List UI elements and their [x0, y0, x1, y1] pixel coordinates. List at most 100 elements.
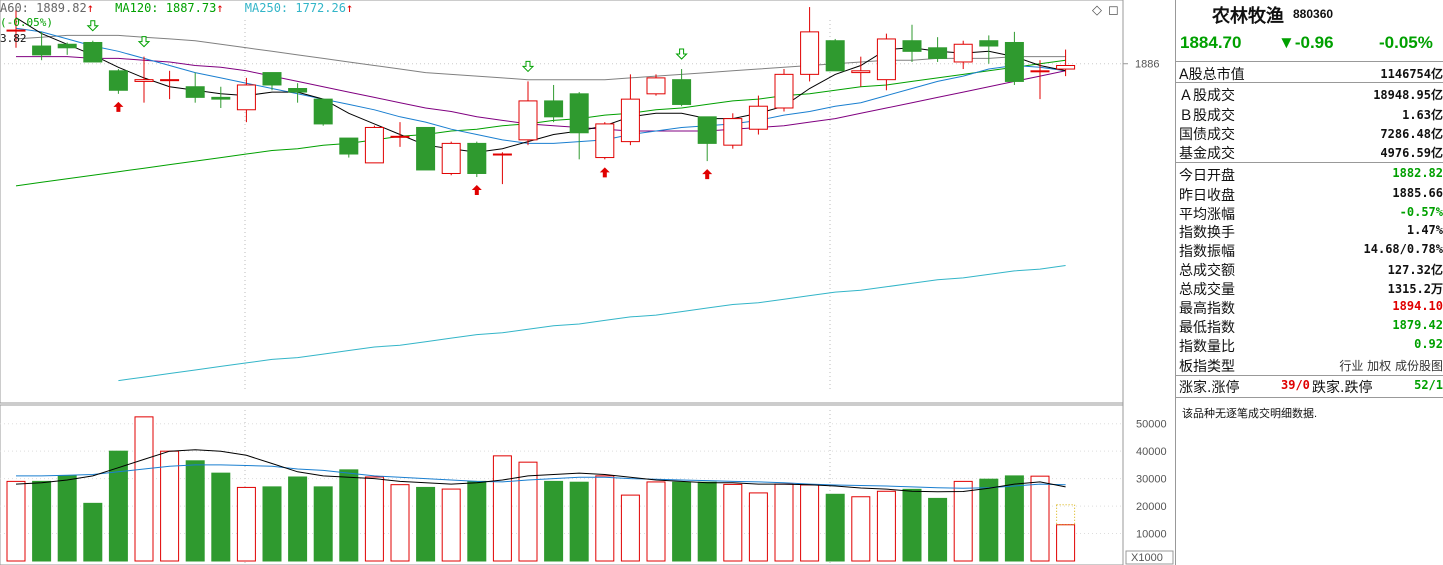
- ma60-up-arrow: ↑: [86, 1, 94, 15]
- stat-value: 7286.48亿: [1380, 127, 1443, 141]
- volume-bar: [672, 481, 692, 562]
- volume-bar: [83, 502, 103, 562]
- diamond-icon[interactable]: ◇: [1092, 2, 1102, 17]
- stat-value: 127.32亿: [1387, 263, 1443, 277]
- volume-tick-label: 50000: [1136, 419, 1167, 431]
- candle-body: [364, 126, 384, 164]
- volume-bar: [108, 450, 128, 562]
- volume-tick-label: 40000: [1136, 446, 1167, 458]
- volume-bar: [800, 484, 820, 562]
- volume-bar: [262, 486, 282, 562]
- index-name: 农林牧渔: [1212, 6, 1284, 26]
- volume-bar: [825, 493, 845, 562]
- volume-bar: [774, 483, 794, 562]
- stat-value: 4976.59亿: [1380, 146, 1443, 160]
- volume-estimate-bar: [1056, 504, 1076, 526]
- volume-bar: [160, 450, 180, 562]
- stat-row: A股总市值 1146754亿: [1176, 63, 1443, 83]
- stat-row: 昨日收盘 1885.66: [1176, 184, 1443, 204]
- stat-value: 1885.66: [1392, 186, 1443, 200]
- stat-label: Ａ股成交: [1179, 88, 1235, 104]
- kline-chart[interactable]: 1886 50000 40000 30000 20000 10000 X1000: [0, 0, 1175, 565]
- partial-value-legend: 3.82: [0, 32, 27, 45]
- price-tick-label: 1886: [1135, 59, 1159, 71]
- stat-label: 昨日收盘: [1179, 188, 1235, 204]
- stat-label: 指数换手: [1179, 225, 1235, 241]
- candle-body: [953, 43, 973, 63]
- candle-body: [569, 93, 589, 134]
- stat-value: 1315.2万: [1387, 282, 1443, 296]
- candle-body: [313, 98, 333, 125]
- stat-value: 14.68/0.78%: [1363, 242, 1443, 256]
- candle-body: [6, 29, 26, 32]
- candle-body: [1004, 41, 1024, 82]
- volume-bar: [979, 478, 999, 562]
- volume-bar: [953, 480, 973, 562]
- no-tick-data-note: 该品种无逐笔成交明细数据.: [1182, 408, 1318, 420]
- volume-unit-box: [1125, 550, 1174, 565]
- divider: [1176, 61, 1443, 62]
- index-info-panel: 农林牧渔 880360 1884.70 ▼-0.96 -0.05% A股总市值 1…: [1175, 0, 1443, 565]
- volume-bar: [416, 486, 436, 562]
- volume-bar: [544, 480, 564, 562]
- candle-body: [467, 142, 487, 174]
- ma250-label: MA250: 1772.26: [244, 1, 346, 15]
- candle-body: [1056, 65, 1076, 70]
- stat-value: 1.47%: [1406, 223, 1443, 237]
- stat-label: 国债成交: [1179, 127, 1235, 143]
- stat-label: A股总市值: [1179, 67, 1245, 83]
- candle-body: [620, 98, 640, 143]
- candle-body: [748, 105, 768, 130]
- restore-icon[interactable]: ◻: [1108, 2, 1119, 17]
- buy-signal-icon: [702, 169, 713, 180]
- volume-bar: [288, 476, 308, 562]
- volume-bar: [902, 488, 922, 562]
- volume-bar: [236, 486, 256, 562]
- stat-row: 指数量比 0.92: [1176, 335, 1443, 355]
- candle-body: [518, 100, 538, 141]
- stat-row: 今日开盘 1882.82: [1176, 164, 1443, 184]
- candle-body: [876, 38, 896, 81]
- buy-signal-icon: [599, 167, 610, 178]
- candle-body: [441, 142, 461, 174]
- current-price: 1884.70: [1180, 33, 1242, 52]
- divider: [1176, 397, 1443, 398]
- stat-value: 行业 加权 成份股图: [1339, 359, 1443, 373]
- volume-bar: [364, 476, 384, 562]
- candle-body: [774, 73, 794, 109]
- volume-bar: [569, 481, 589, 562]
- ma10-line: [15, 27, 1066, 144]
- stat-label: 总成交量: [1179, 282, 1235, 298]
- candle-body: [825, 40, 845, 72]
- volume-tick-label: 10000: [1136, 529, 1167, 541]
- candle-body: [83, 41, 103, 63]
- ma120-label: MA120: 1887.73: [115, 1, 217, 15]
- ma120-up-arrow: ↑: [216, 1, 224, 15]
- volume-bar: [185, 460, 205, 562]
- candle-body: [902, 40, 922, 52]
- stat-row: 指数振幅 14.68/0.78%: [1176, 240, 1443, 260]
- volume-bar: [6, 480, 26, 562]
- stat-label: 平均涨幅: [1179, 207, 1235, 223]
- stat-label: 板指类型: [1179, 359, 1235, 375]
- candle-body: [236, 84, 256, 111]
- candle-body: [339, 137, 359, 155]
- stat-row: 指数换手 1.47%: [1176, 221, 1443, 241]
- rise-value: 39/0: [1281, 378, 1310, 392]
- divider: [1176, 82, 1443, 83]
- candle-body: [134, 79, 154, 82]
- stat-row: Ａ股成交 18948.95亿: [1176, 84, 1443, 104]
- candle-body: [544, 100, 564, 118]
- stat-row: 板指类型 行业 加权 成份股图: [1176, 355, 1443, 375]
- volume-tick-label: 20000: [1136, 501, 1167, 513]
- stat-value: 1146754亿: [1380, 67, 1443, 81]
- candle-body: [185, 86, 205, 98]
- volume-bar: [57, 475, 77, 562]
- volume-tick-label: 30000: [1136, 474, 1167, 486]
- stat-label: Ｂ股成交: [1179, 108, 1235, 124]
- volume-bar: [390, 484, 410, 562]
- volume-bar: [339, 469, 359, 562]
- volume-bar: [32, 480, 52, 562]
- change-legend: (-0.05%): [0, 16, 53, 29]
- volume-bar: [723, 483, 743, 562]
